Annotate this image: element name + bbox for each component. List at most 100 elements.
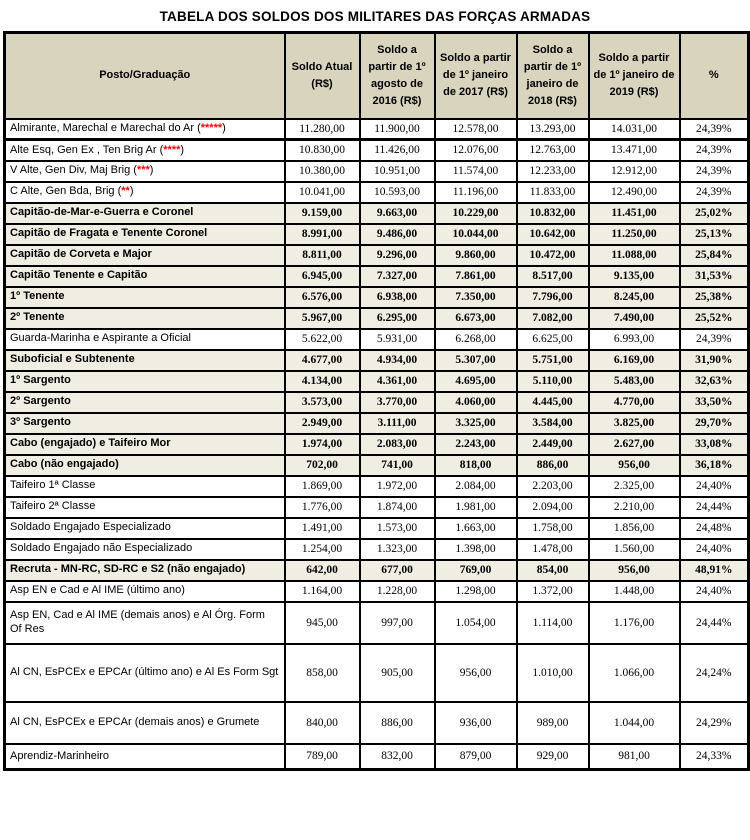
cell-value: 2.094,00 — [515, 495, 590, 519]
cell-value: 5.967,00 — [283, 306, 361, 330]
table-row: C Alte, Gen Bda, Brig (**) 10.041,00 10.59… — [3, 180, 750, 204]
row-label: Asp EN, Cad e Al IME (demais anos) e Al … — [3, 600, 286, 645]
cell-value: 11.426,00 — [358, 138, 436, 162]
cell-value: 1.974,00 — [283, 432, 361, 456]
cell-value: 6.938,00 — [358, 285, 436, 309]
cell-value: 1.398,00 — [433, 537, 518, 561]
cell-value: 956,00 — [587, 453, 681, 477]
cell-percent: 24,48% — [678, 516, 750, 540]
cell-value: 2.203,00 — [515, 474, 590, 498]
cell-value: 956,00 — [433, 642, 518, 703]
row-label: Taifeiro 1ª Classe — [3, 474, 286, 498]
table-body: Almirante, Marechal e Marechal do Ar (**… — [3, 117, 750, 771]
row-label: Alte Esq, Gen Ex , Ten Brig Ar (****) — [3, 138, 286, 162]
table-row: Capitão de Fragata e Tenente Coronel 8.99… — [3, 222, 750, 246]
cell-value: 5.483,00 — [587, 369, 681, 393]
cell-value: 4.695,00 — [433, 369, 518, 393]
cell-value: 10.642,00 — [515, 222, 590, 246]
cell-value: 818,00 — [433, 453, 518, 477]
cell-percent: 31,53% — [678, 264, 750, 288]
cell-value: 6.576,00 — [283, 285, 361, 309]
cell-value: 8.517,00 — [515, 264, 590, 288]
page: TABELA DOS SOLDOS DOS MILITARES DAS FORÇ… — [3, 9, 750, 771]
cell-value: 10.229,00 — [433, 201, 518, 225]
cell-value: 4.677,00 — [283, 348, 361, 372]
cell-value: 5.110,00 — [515, 369, 590, 393]
cell-value: 1.066,00 — [587, 642, 681, 703]
cell-value: 12.233,00 — [515, 159, 590, 183]
header-row: Posto/Graduação Soldo Atual (R$) Soldo a p… — [3, 31, 750, 120]
cell-value: 10.951,00 — [358, 159, 436, 183]
cell-value: 2.083,00 — [358, 432, 436, 456]
table-row: Capitão-de-Mar-e-Guerra e Coronel 9.159,0… — [3, 201, 750, 225]
page-title: TABELA DOS SOLDOS DOS MILITARES DAS FORÇ… — [159, 9, 591, 24]
cell-value: 2.949,00 — [283, 411, 361, 435]
cell-percent: 25,52% — [678, 306, 750, 330]
column-header-1: Soldo Atual (R$) — [283, 31, 361, 120]
cell-value: 789,00 — [283, 742, 361, 771]
cell-value: 4.770,00 — [587, 390, 681, 414]
cell-value: 4.134,00 — [283, 369, 361, 393]
cell-value: 7.796,00 — [515, 285, 590, 309]
cell-value: 12.490,00 — [587, 180, 681, 204]
cell-value: 7.861,00 — [433, 264, 518, 288]
cell-value: 11.833,00 — [515, 180, 590, 204]
cell-value: 10.832,00 — [515, 201, 590, 225]
cell-value: 9.296,00 — [358, 243, 436, 267]
cell-value: 10.380,00 — [283, 159, 361, 183]
row-label: 3º Sargento — [3, 411, 286, 435]
table-row: Capitão de Corveta e Major 8.811,00 9.296,… — [3, 243, 750, 267]
row-label: Soldado Engajado Especializado — [3, 516, 286, 540]
cell-percent: 24,40% — [678, 474, 750, 498]
stars-annotation: *** — [136, 164, 150, 177]
cell-value: 14.031,00 — [587, 117, 681, 141]
cell-value: 945,00 — [283, 600, 361, 645]
cell-value: 997,00 — [358, 600, 436, 645]
cell-value: 854,00 — [515, 558, 590, 582]
column-header-3: Soldo a partir de 1º janeiro de 2017 (R$… — [433, 31, 518, 120]
column-header-6: % — [678, 31, 750, 120]
row-label: Recruta - MN-RC, SD-RC e S2 (não engajad… — [3, 558, 286, 582]
cell-value: 9.486,00 — [358, 222, 436, 246]
cell-value: 1.372,00 — [515, 579, 590, 603]
cell-value: 1.254,00 — [283, 537, 361, 561]
cell-percent: 32,63% — [678, 369, 750, 393]
cell-percent: 24,39% — [678, 180, 750, 204]
cell-value: 4.934,00 — [358, 348, 436, 372]
cell-percent: 33,08% — [678, 432, 750, 456]
cell-percent: 33,50% — [678, 390, 750, 414]
table-row: Al CN, EsPCEx e EPCAr (último ano) e Al … — [3, 642, 750, 703]
cell-value: 769,00 — [433, 558, 518, 582]
table-row: Taifeiro 2ª Classe 1.776,00 1.874,00 1.981,… — [3, 495, 750, 519]
cell-value: 1.491,00 — [283, 516, 361, 540]
cell-value: 12.763,00 — [515, 138, 590, 162]
cell-value: 2.210,00 — [587, 495, 681, 519]
cell-percent: 29,70% — [678, 411, 750, 435]
row-label: Al CN, EsPCEx e EPCAr (demais anos) e Gr… — [3, 700, 286, 745]
table-row: 2º Sargento 3.573,00 3.770,00 4.060,00 4.445… — [3, 390, 750, 414]
cell-value: 832,00 — [358, 742, 436, 771]
cell-value: 9.860,00 — [433, 243, 518, 267]
stars-annotation: ** — [121, 185, 130, 198]
cell-value: 5.931,00 — [358, 327, 436, 351]
cell-percent: 24,39% — [678, 138, 750, 162]
cell-value: 879,00 — [433, 742, 518, 771]
cell-value: 6.945,00 — [283, 264, 361, 288]
cell-value: 642,00 — [283, 558, 361, 582]
cell-value: 6.268,00 — [433, 327, 518, 351]
cell-percent: 24,40% — [678, 579, 750, 603]
column-header-0: Posto/Graduação — [3, 31, 286, 120]
cell-value: 12.912,00 — [587, 159, 681, 183]
cell-value: 7.490,00 — [587, 306, 681, 330]
cell-value: 8.245,00 — [587, 285, 681, 309]
row-label: Taifeiro 2ª Classe — [3, 495, 286, 519]
cell-percent: 24,39% — [678, 327, 750, 351]
cell-value: 12.578,00 — [433, 117, 518, 141]
cell-value: 6.169,00 — [587, 348, 681, 372]
cell-value: 12.076,00 — [433, 138, 518, 162]
cell-value: 11.280,00 — [283, 117, 361, 141]
table-row: 1º Sargento 4.134,00 4.361,00 4.695,00 5.110… — [3, 369, 750, 393]
cell-percent: 36,18% — [678, 453, 750, 477]
table-row: Soldado Engajado não Especializado 1.254,… — [3, 537, 750, 561]
cell-value: 8.811,00 — [283, 243, 361, 267]
